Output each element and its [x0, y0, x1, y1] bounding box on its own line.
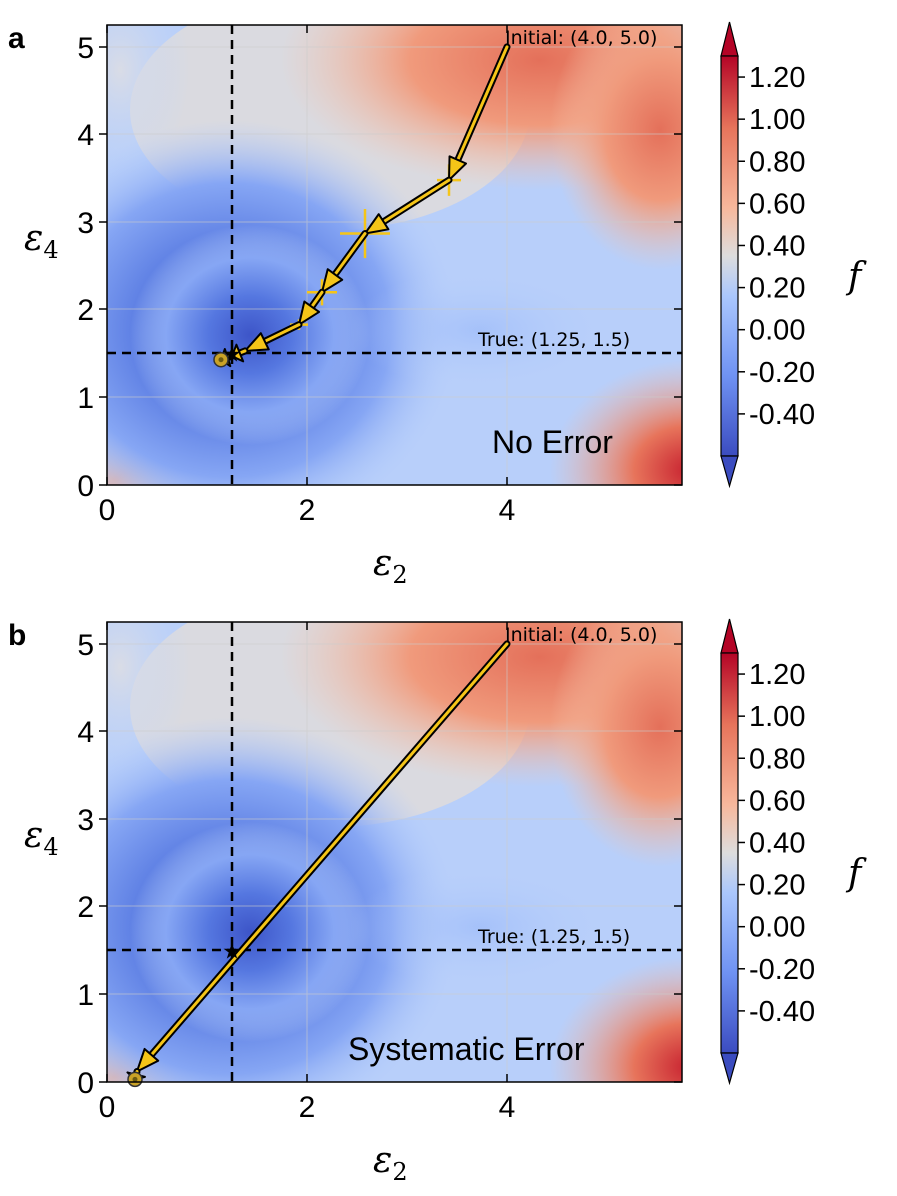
condition-label-a: No Error [492, 424, 613, 460]
y-tick-label: 5 [77, 32, 94, 65]
x-tick-label: 4 [499, 494, 516, 527]
x-axis-subscript: 2 [392, 561, 407, 589]
colorbar-tick-label: 0.20 [749, 870, 805, 902]
trajectory-step [298, 288, 326, 326]
initial-label-b: Initial: (4.0, 5.0) [505, 624, 657, 646]
true-label-b: True: (1.25, 1.5) [477, 926, 630, 948]
panel-letter-b: b [8, 619, 26, 652]
colorbar-tick-label: 1.00 [749, 104, 805, 136]
colorbar-a: 1.20 1.00 0.80 0.60 0.40 0.20 0.00 -0.20 -0.40 f [720, 21, 867, 489]
panel-b: b ★ Ini [8, 618, 867, 1186]
y-axis-subscript: 4 [43, 833, 58, 861]
x-tick-label: 2 [299, 1091, 316, 1124]
colorbar-tick-label: 1.00 [749, 701, 805, 733]
initial-label-a: Initial: (4.0, 5.0) [505, 27, 657, 49]
colorbar-tick-label: -0.20 [749, 357, 815, 389]
condition-label-b: Systematic Error [348, 1031, 585, 1067]
true-lines-a [107, 25, 682, 485]
colorbar-b: 1.20 1.00 0.80 0.60 0.40 0.20 0.00 -0.20 -0.40 f [720, 618, 867, 1086]
y-axis-symbol: ε [24, 815, 43, 856]
y-axis-label-a: ε4 [24, 218, 59, 264]
colorbar-tick-label: -0.40 [749, 996, 815, 1028]
x-ticks-b: 0 2 4 [99, 622, 516, 1124]
trajectory-step [321, 230, 369, 294]
x-axis-label-a: ε2 [373, 543, 408, 589]
colorbar-tick-label: 0.00 [749, 912, 805, 944]
trajectory-a: ★ [213, 43, 511, 368]
colorbar-tick-label: 0.40 [749, 827, 805, 859]
y-tick-label: 4 [77, 119, 94, 152]
y-tick-label: 5 [77, 629, 94, 662]
y-axis-subscript: 4 [43, 236, 58, 264]
final-point-dot [218, 357, 224, 363]
true-point-marker: ★ [222, 939, 242, 964]
colorbar-tick-label: 0.00 [749, 315, 805, 347]
x-tick-label: 0 [99, 494, 116, 527]
y-ticks-b: 0 1 2 3 4 5 [77, 629, 682, 1100]
final-point-dot [132, 1076, 138, 1082]
contour-field-b [107, 622, 682, 1082]
trajectory-step [364, 176, 453, 235]
y-axis-symbol: ε [24, 218, 43, 259]
colorbar-tick-label: 1.20 [749, 62, 805, 94]
colorbar-tick-label: 1.20 [749, 659, 805, 691]
x-tick-label: 0 [99, 1091, 116, 1124]
x-tick-label: 4 [499, 1091, 516, 1124]
colorbar-tick-label: 0.60 [749, 785, 805, 817]
y-tick-label: 1 [77, 979, 94, 1012]
x-axis-label-b: ε2 [373, 1140, 408, 1186]
colorbar-tick-label: 0.20 [749, 273, 805, 305]
trajectory-step [244, 321, 303, 352]
true-label-a: True: (1.25, 1.5) [477, 329, 630, 351]
y-tick-label: 2 [77, 294, 94, 327]
axes-frame-a [106, 24, 683, 486]
trajectory-b: ★ [126, 640, 511, 1088]
y-tick-label: 2 [77, 891, 94, 924]
colorbar-tick-label: -0.40 [749, 399, 815, 431]
trajectory-step [448, 43, 511, 182]
x-axis-symbol: ε [373, 543, 392, 584]
y-tick-label: 0 [77, 1067, 94, 1100]
colorbar-label-b: f [845, 853, 867, 894]
y-tick-label: 1 [77, 382, 94, 415]
y-tick-label: 0 [77, 470, 94, 503]
colorbar-tick-label: -0.20 [749, 954, 815, 986]
true-lines-b [107, 622, 682, 1082]
x-ticks-a: 0 2 4 [99, 25, 516, 527]
colorbar-label-a: f [845, 256, 867, 297]
y-tick-label: 4 [77, 716, 94, 749]
panel-a: a ★ [8, 21, 867, 589]
x-axis-symbol: ε [373, 1140, 392, 1181]
y-tick-label: 3 [77, 207, 94, 240]
x-axis-subscript: 2 [392, 1158, 407, 1186]
colorbar-tick-label: 0.80 [749, 743, 805, 775]
x-tick-label: 2 [299, 494, 316, 527]
y-ticks-a: 0 1 2 3 4 5 [77, 32, 682, 503]
colorbar-tick-label: 0.60 [749, 188, 805, 220]
colorbar-tick-label: 0.80 [749, 146, 805, 178]
trajectory-step [136, 640, 511, 1073]
contour-field-a [107, 25, 682, 485]
y-axis-label-b: ε4 [24, 815, 59, 861]
panel-letter-a: a [8, 22, 25, 55]
y-tick-label: 3 [77, 804, 94, 837]
colorbar-tick-label: 0.40 [749, 230, 805, 262]
axes-frame-b [106, 621, 683, 1083]
